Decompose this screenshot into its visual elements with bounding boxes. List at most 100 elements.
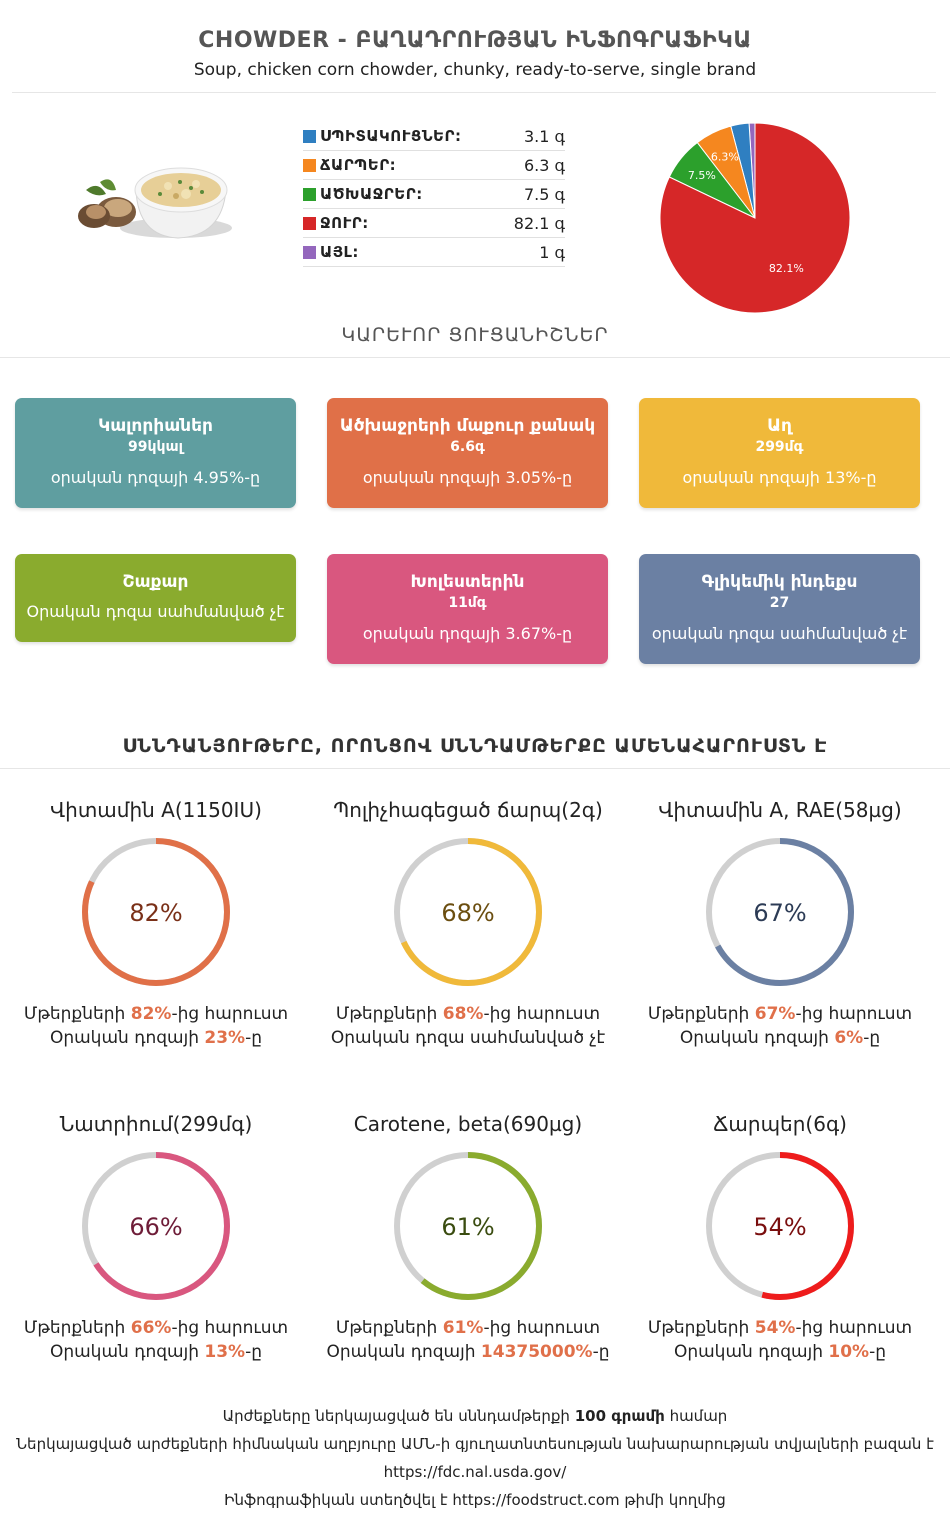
line-highlight: 10% [828, 1342, 870, 1362]
composition-value: 1 գ [539, 242, 565, 262]
card-value: 27 [769, 595, 790, 611]
nutrient-daily-value: Օրական դոզայի 13%-ը [0, 1342, 312, 1362]
nutrients-title: ՍՆՆԴԱՆՅՈՒԹԵՐԸ, ՈՐՈՆՑՈՎ ՍՆՆԴԱՄԹԵՐՔԸ ԱՄԵՆԱ… [122, 735, 828, 757]
nutrient-daily-value: Օրական դոզայի 23%-ը [0, 1028, 312, 1048]
line-highlight: 66% [130, 1318, 172, 1338]
line-text: -ը [869, 1342, 887, 1362]
nutrient-gauge: 66% [82, 1152, 230, 1300]
line-text: -ը [863, 1028, 881, 1048]
footer-source-link[interactable]: https://fdc.nal.usda.gov/ [383, 1463, 567, 1481]
nutrient-block: Վիտամին A(1150IU) 82% Մթերքների 82%-ից հար… [0, 798, 312, 1048]
card-name: Կալորիաներ [98, 416, 213, 436]
composition-value: 82.1 գ [513, 213, 565, 233]
footer-text: համար [664, 1407, 728, 1425]
nutrient-name: Նատրիում(299մգ) [59, 1112, 253, 1136]
card-salt: Աղ 299մգ օրական դոզայի 13%-ը [639, 398, 920, 508]
nutrient-block: Վիտամին A, RAE(58µg) 67% Մթերքների 67%-ից … [624, 798, 936, 1048]
nutrient-daily-value: Օրական դոզայի 14375000%-ը [312, 1342, 624, 1362]
card-daily-value: օրական դոզայի 4.95%-ը [50, 468, 261, 487]
line-text: -ը [245, 1028, 263, 1048]
composition-label: ՃԱՐՊԵՐ: [320, 156, 397, 174]
nutrient-daily-value: Օրական դոզայի 6%-ը [624, 1028, 936, 1048]
line-text: -ից հարուստ [795, 1004, 913, 1024]
nutrient-block: Պոլիչհագեցած ճարպ(2գ) 68% Մթերքների 68%-ից… [312, 798, 624, 1048]
soup-bowl-image [78, 167, 232, 239]
gauge-percent: 67% [753, 899, 806, 927]
line-highlight: 54% [754, 1318, 796, 1338]
composition-row-protein: ՍՊԻՏԱԿՈՒՑՆԵՐ: 3.1 գ [303, 122, 565, 151]
composition-value: 3.1 գ [523, 126, 565, 146]
nutrient-block: Նատրիում(299մգ) 66% Մթերքների 66%-ից հարու… [0, 1112, 312, 1362]
card-daily-value: Օրական դոզա սահմանված չէ [26, 602, 285, 621]
nutrient-daily-value: Օրական դոզա սահմանված չէ [312, 1028, 624, 1048]
gauge-percent: 61% [441, 1213, 494, 1241]
line-text: -ից հարուստ [483, 1318, 601, 1338]
line-text: Մթերքների [335, 1004, 443, 1024]
line-text: Մթերքների [647, 1004, 755, 1024]
card-sugar: Շաքար Օրական դոզա սահմանված չէ [15, 554, 296, 642]
nutrient-block: Ճարպեր(6գ) 54% Մթերքների 54%-ից հարուստ Օրա… [624, 1112, 936, 1362]
line-text: Մթերքների [335, 1318, 443, 1338]
line-text: Մթերքների [647, 1318, 755, 1338]
page-title: CHOWDER - ԲԱՂԱԴՐՈՒԹՅԱՆ ԻՆՖՈԳՐԱՖԻԿԱ [198, 28, 752, 53]
nutrient-daily-value: Օրական դոզայի 10%-ը [624, 1342, 936, 1362]
line-text: Օրական դոզայի [673, 1342, 829, 1362]
line-text: Օրական դոզայի [326, 1342, 481, 1362]
card-daily-value: օրական դոզայի 13%-ը [682, 468, 877, 487]
nutrient-rich-in: Մթերքների 54%-ից հարուստ [624, 1318, 936, 1338]
composition-pie-chart: 6.3% 7.5% 82.1% [659, 122, 851, 314]
footer-bold: 100 գրամի [574, 1407, 665, 1425]
composition-table: ՍՊԻՏԱԿՈՒՑՆԵՐ: 3.1 գ ՃԱՐՊԵՐ: 6.3 գ ԱԾԽԱՋՐ… [303, 122, 565, 267]
footer-line-4: Ինֆոգրաֆիկան ստեղծվել է https://foodstru… [224, 1491, 726, 1509]
pie-label: 6.3% [711, 151, 739, 164]
nutrient-name: Վիտամին A(1150IU) [50, 798, 262, 822]
composition-row-carbs: ԱԾԽԱՋՐԵՐ: 7.5 գ [303, 180, 565, 209]
gauge-percent: 66% [129, 1213, 182, 1241]
key-indicators-title: ԿԱՐԵՒՈՐ ՑՈՒՑԱՆԻՇՆԵՐ [341, 324, 609, 346]
composition-label: ԱՅԼ: [320, 243, 359, 261]
card-name: Խոլեստերին [410, 572, 525, 592]
line-highlight: 67% [754, 1004, 796, 1024]
card-name: Շաքար [122, 572, 189, 592]
nutrient-gauge: 67% [706, 838, 854, 986]
gauge-fill [82, 838, 230, 986]
nutrient-name: Carotene, beta(690µg) [353, 1112, 583, 1136]
line-text: -ից հարուստ [795, 1318, 913, 1338]
line-text: Մթերքների [23, 1318, 131, 1338]
line-text: -ը [245, 1342, 263, 1362]
gauge-fill [394, 1152, 542, 1300]
footer-text: Արժեքները ներկայացված են սննդամթերքի [222, 1407, 575, 1425]
divider [0, 357, 950, 358]
gauge-percent: 54% [753, 1213, 806, 1241]
nutrient-name: Պոլիչհագեցած ճարպ(2գ) [333, 798, 603, 822]
line-text: Մթերքների [23, 1004, 131, 1024]
line-text: Օրական դոզայի [49, 1028, 205, 1048]
nutrient-gauge: 68% [394, 838, 542, 986]
divider [12, 92, 936, 93]
nutrient-rich-in: Մթերքների 67%-ից հարուստ [624, 1004, 936, 1024]
other-swatch [303, 245, 316, 259]
composition-row-other: ԱՅԼ: 1 գ [303, 238, 565, 267]
nutrient-gauge: 54% [706, 1152, 854, 1300]
nutrient-name: Վիտամին A, RAE(58µg) [658, 798, 902, 822]
composition-label: ՍՊԻՏԱԿՈՒՑՆԵՐ: [320, 127, 462, 145]
line-highlight: 82% [130, 1004, 172, 1024]
gauge-fill [706, 838, 854, 986]
card-name: Ածխաջրերի մաքուր քանակ [339, 416, 596, 436]
composition-row-water: ՋՈՒՐ: 82.1 գ [303, 209, 565, 238]
nutrient-rich-in: Մթերքների 66%-ից հարուստ [0, 1318, 312, 1338]
divider [0, 768, 950, 769]
pie-label: 82.1% [769, 262, 804, 275]
composition-label: ՋՈՒՐ: [320, 214, 369, 232]
carbs-swatch [303, 187, 316, 201]
page-subtitle: Soup, chicken corn chowder, chunky, read… [193, 60, 757, 80]
pie-label: 7.5% [688, 169, 716, 182]
card-value: 11մգ [448, 595, 487, 611]
card-name: Գլիկեմիկ ինդեքս [701, 572, 858, 592]
nutrient-name: Ճարպեր(6գ) [713, 1112, 847, 1136]
line-text: -ից հարուստ [171, 1004, 289, 1024]
nutrient-rich-in: Մթերքների 61%-ից հարուստ [312, 1318, 624, 1338]
line-highlight: 23% [204, 1028, 246, 1048]
nutrient-gauge: 61% [394, 1152, 542, 1300]
gauge-fill [394, 838, 542, 986]
